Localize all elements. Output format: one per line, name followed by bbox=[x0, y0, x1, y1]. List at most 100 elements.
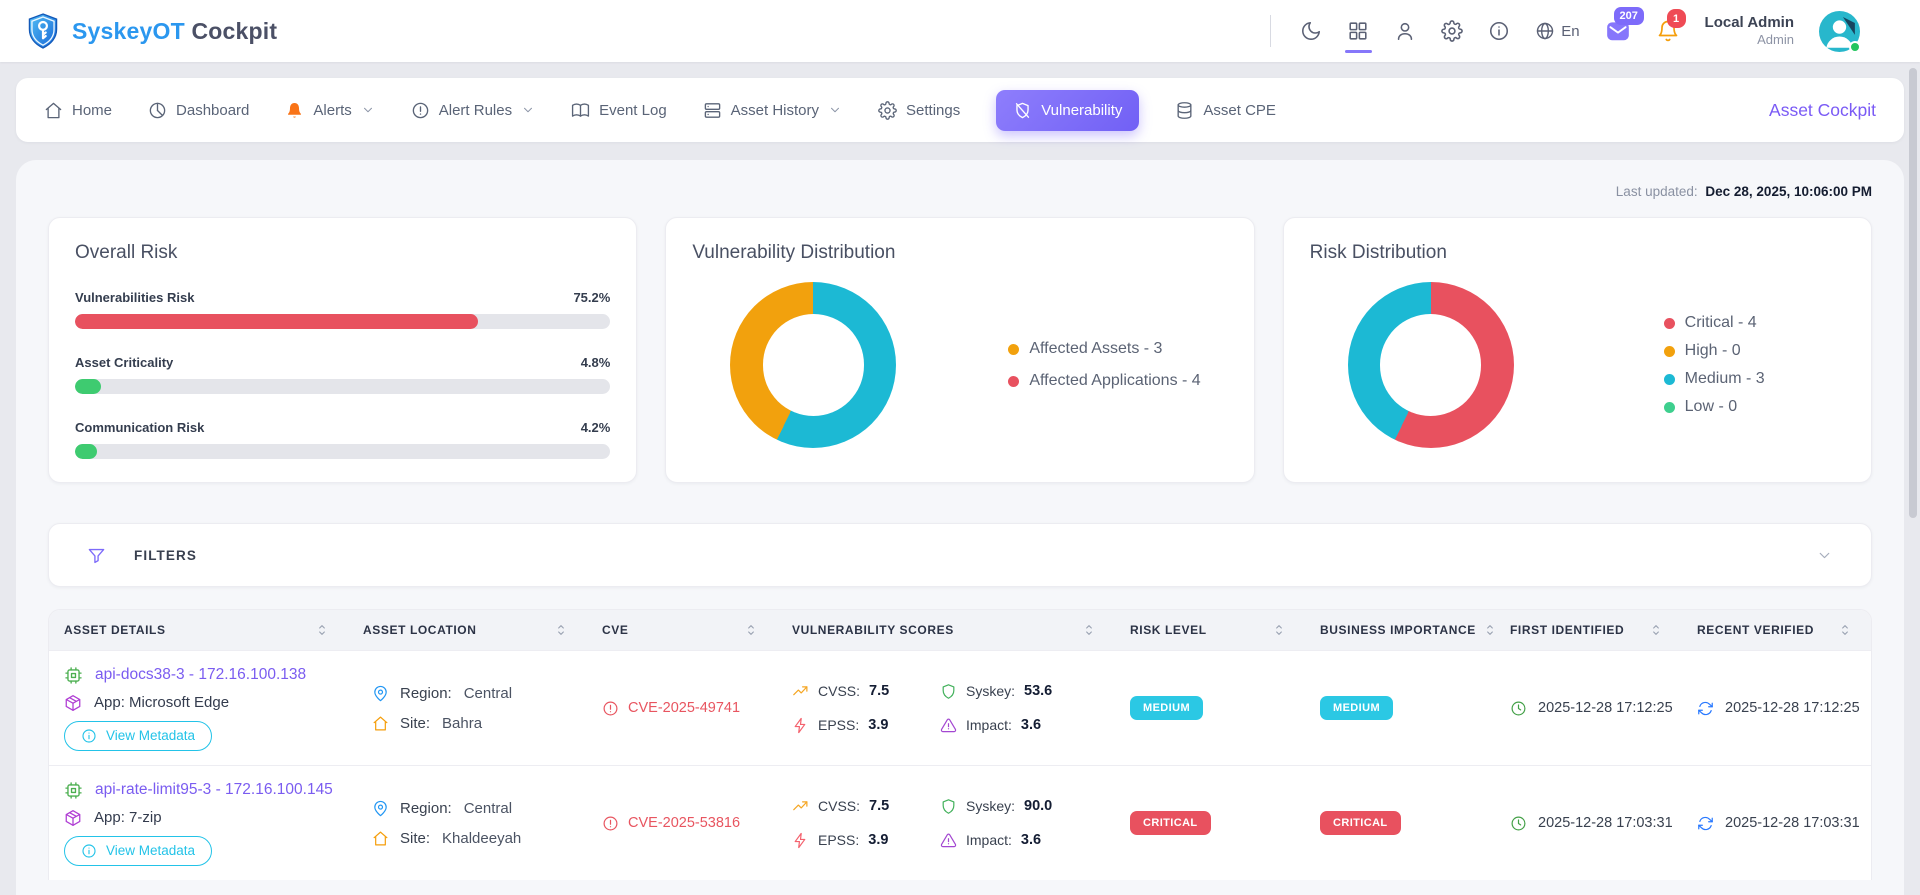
site-home-icon bbox=[372, 830, 389, 847]
risk-distribution-legend: Critical - 4 High - 0 Medium - 3 Low - 0 bbox=[1663, 314, 1765, 416]
nav-label: Settings bbox=[906, 101, 961, 119]
score-label: Syskey: bbox=[966, 798, 1016, 814]
profile-icon[interactable] bbox=[1394, 20, 1416, 42]
filters-label: FILTERS bbox=[134, 547, 197, 563]
nav-item-asset-cpe[interactable]: Asset CPE bbox=[1175, 101, 1276, 120]
score-label: CVSS: bbox=[818, 683, 861, 699]
asset-cockpit-link[interactable]: Asset Cockpit bbox=[1769, 99, 1876, 120]
nav-item-vulnerability[interactable]: Vulnerability bbox=[996, 89, 1140, 131]
sort-icon[interactable] bbox=[1271, 622, 1287, 638]
brand[interactable]: SyskeyOT Cockpit bbox=[26, 12, 277, 50]
sort-icon[interactable] bbox=[1482, 622, 1495, 638]
site-home-icon bbox=[372, 715, 389, 732]
notifications-button[interactable]: 1 bbox=[1656, 9, 1686, 43]
sort-icon[interactable] bbox=[1648, 622, 1664, 638]
sort-icon[interactable] bbox=[1837, 622, 1853, 638]
app-header: SyskeyOT Cockpit En 207 1 Lo bbox=[0, 0, 1920, 62]
nav-item-event-log[interactable]: Event Log bbox=[571, 101, 667, 120]
recent-verified-value: 2025-12-28 17:03:31 bbox=[1725, 815, 1860, 831]
score-label: EPSS: bbox=[818, 832, 860, 848]
epss-score: EPSS: 3.9 bbox=[792, 717, 940, 734]
metric-label: Vulnerabilities Risk bbox=[75, 290, 195, 305]
legend-label: Affected Assets - 3 bbox=[1029, 340, 1163, 357]
language-selector[interactable]: En bbox=[1535, 21, 1580, 41]
business-importance-badge: CRITICAL bbox=[1320, 811, 1401, 835]
cve-id[interactable]: CVE-2025-53816 bbox=[628, 815, 741, 831]
settings-icon[interactable] bbox=[1441, 20, 1463, 42]
recent-verified-cell: 2025-12-28 17:12:25 bbox=[1682, 700, 1871, 717]
header-divider bbox=[1270, 15, 1272, 47]
legend-dot bbox=[1008, 375, 1020, 387]
score-value: 3.9 bbox=[868, 717, 889, 733]
cve-alert-icon bbox=[602, 815, 619, 832]
col-vulnerability-scores[interactable]: Vulnerability Scores bbox=[777, 622, 1115, 638]
sort-icon[interactable] bbox=[743, 622, 759, 638]
clock-icon bbox=[1510, 700, 1527, 717]
triangle-alert-icon bbox=[940, 717, 957, 734]
site-label: Site: bbox=[400, 829, 431, 847]
asset-link[interactable]: api-docs38-3 - 172.16.100.138 bbox=[95, 666, 307, 683]
nav-item-asset-history[interactable]: Asset History bbox=[703, 101, 842, 120]
col-cve[interactable]: CVE bbox=[587, 622, 777, 638]
col-risk-level[interactable]: Risk Level bbox=[1115, 622, 1305, 638]
legend-label: High - 0 bbox=[1684, 342, 1741, 359]
table-row: api-rate-limit95-3 - 172.16.100.145 App:… bbox=[49, 765, 1871, 880]
table-row: api-docs38-3 - 172.16.100.138 App: Micro… bbox=[49, 650, 1871, 765]
user-menu[interactable]: Local Admin Admin bbox=[1705, 13, 1794, 49]
sort-icon[interactable] bbox=[314, 622, 330, 638]
dark-mode-icon[interactable] bbox=[1300, 20, 1322, 42]
trend-up-icon bbox=[792, 683, 809, 700]
metric-label: Communication Risk bbox=[75, 420, 205, 435]
legend-dot bbox=[1008, 343, 1020, 355]
nav-item-dashboard[interactable]: Dashboard bbox=[148, 101, 249, 120]
refresh-icon bbox=[1697, 700, 1714, 717]
settings-nav-icon bbox=[878, 101, 897, 120]
view-metadata-button[interactable]: View Metadata bbox=[64, 720, 213, 751]
view-metadata-button[interactable]: View Metadata bbox=[64, 835, 213, 866]
asset-location-cell: Region: Central Site: Bahra bbox=[348, 685, 587, 732]
vertical-scrollbar[interactable] bbox=[1909, 68, 1917, 518]
apps-grid-icon[interactable] bbox=[1345, 20, 1373, 53]
triangle-alert-icon bbox=[940, 832, 957, 849]
info-icon[interactable] bbox=[1488, 20, 1510, 42]
alert-rules-icon bbox=[411, 101, 430, 120]
app-package-icon bbox=[64, 809, 82, 827]
view-metadata-label: View Metadata bbox=[106, 728, 196, 743]
messages-button[interactable]: 207 bbox=[1605, 7, 1644, 44]
metric-value: 75.2% bbox=[573, 290, 611, 305]
cvss-score: CVSS: 7.5 bbox=[792, 683, 940, 700]
map-pin-icon bbox=[372, 800, 389, 817]
recent-verified-cell: 2025-12-28 17:03:31 bbox=[1682, 815, 1871, 832]
user-role: Admin bbox=[1757, 32, 1794, 48]
col-asset-location[interactable]: Asset Location bbox=[348, 622, 587, 638]
nav-label: Event Log bbox=[599, 101, 667, 119]
sort-icon[interactable] bbox=[1081, 622, 1097, 638]
nav-item-home[interactable]: Home bbox=[44, 101, 112, 120]
first-identified-value: 2025-12-28 17:03:31 bbox=[1538, 815, 1673, 831]
col-recent-verified[interactable]: Recent Verified bbox=[1682, 622, 1871, 638]
asset-link[interactable]: api-rate-limit95-3 - 172.16.100.145 bbox=[95, 781, 333, 798]
nav-item-alerts[interactable]: Alerts bbox=[285, 101, 374, 120]
filters-bar[interactable]: FILTERS bbox=[48, 523, 1872, 587]
cve-id[interactable]: CVE-2025-49741 bbox=[628, 700, 741, 716]
score-value: 7.5 bbox=[869, 683, 890, 699]
nav-item-alert-rules[interactable]: Alert Rules bbox=[411, 101, 535, 120]
cve-alert-icon bbox=[602, 700, 619, 717]
avatar[interactable] bbox=[1819, 10, 1861, 53]
column-label: First Identified bbox=[1510, 623, 1625, 637]
asset-details-cell: api-rate-limit95-3 - 172.16.100.145 App:… bbox=[49, 781, 348, 866]
asset-app: App: Microsoft Edge bbox=[94, 694, 230, 711]
nav-label: Vulnerability bbox=[1041, 101, 1123, 119]
sort-icon[interactable] bbox=[553, 622, 569, 638]
risk-distribution-card: Risk Distribution Critical - 4 High - 0 … bbox=[1282, 217, 1872, 483]
vulnerability-shield-icon bbox=[1013, 101, 1032, 120]
col-business-importance[interactable]: Business Importance bbox=[1305, 622, 1495, 638]
col-first-identified[interactable]: First Identified bbox=[1495, 622, 1682, 638]
user-name: Local Admin bbox=[1704, 13, 1794, 31]
column-label: Risk Level bbox=[1130, 623, 1207, 637]
globe-icon bbox=[1535, 21, 1555, 41]
nav-item-settings[interactable]: Settings bbox=[878, 101, 960, 120]
nav-label: Asset History bbox=[730, 101, 820, 119]
filters-chevron-icon[interactable] bbox=[1816, 547, 1833, 564]
col-asset-details[interactable]: Asset Details bbox=[49, 622, 348, 638]
